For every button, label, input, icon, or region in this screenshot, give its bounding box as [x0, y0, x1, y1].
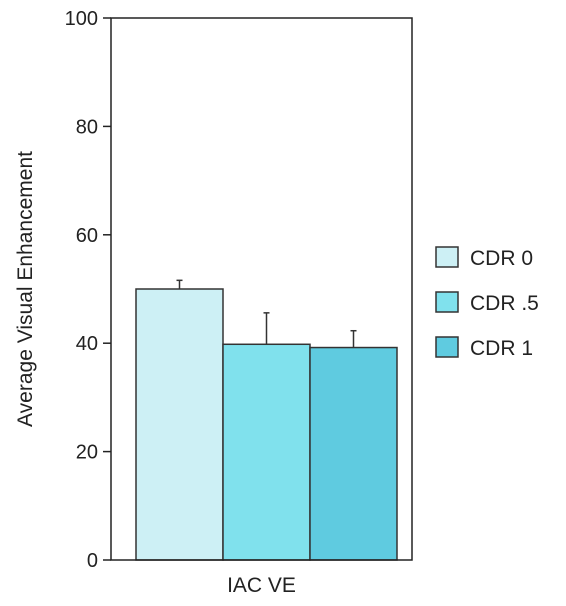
legend-swatch [435, 246, 459, 268]
legend-swatch [435, 291, 459, 313]
x-category-label: IAC VE [227, 574, 296, 597]
legend-label: CDR 1 [470, 337, 533, 360]
bar-cdr-0 [135, 288, 224, 561]
y-tick-label: 40 [76, 333, 98, 355]
legend-swatch [435, 336, 459, 358]
plot-frame [110, 17, 413, 561]
y-tick-label: 20 [76, 442, 98, 464]
legend: CDR 0 CDR .5 CDR 1 [435, 246, 539, 360]
y-axis-title: Average Visual Enhancement [14, 151, 37, 427]
y-axis-ticks: 0 20 40 60 80 100 [65, 8, 111, 572]
y-tick-label: 0 [87, 550, 98, 572]
bar-cdr-1 [309, 346, 398, 561]
error-bars-layer [176, 279, 357, 348]
legend-label: CDR 0 [470, 247, 533, 270]
bar-cdr-5 [222, 343, 311, 561]
y-tick-label: 80 [76, 116, 98, 138]
legend-label: CDR .5 [470, 292, 539, 315]
y-tick-label: 100 [65, 8, 98, 30]
y-tick-label: 60 [76, 225, 98, 247]
